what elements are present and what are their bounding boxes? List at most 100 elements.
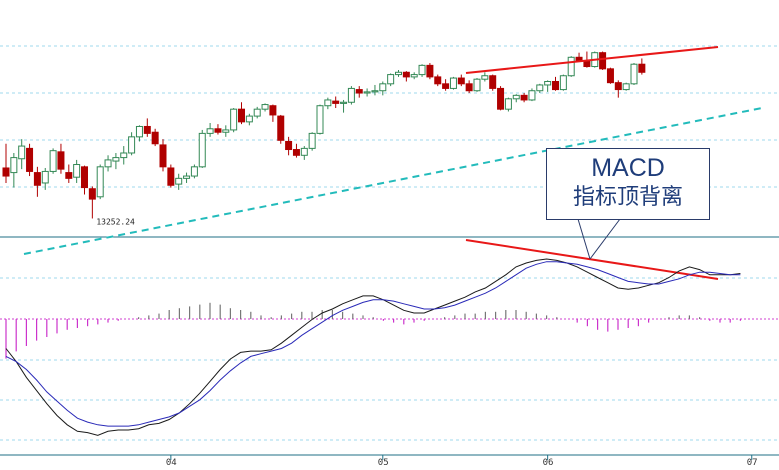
candle-body [347,87,355,103]
candle-body [73,164,81,178]
candle-body [512,94,520,100]
candle-body [49,150,57,172]
candle-body [324,99,332,107]
candle-body [151,131,159,145]
candle-body [622,83,630,91]
callout-pointer [577,218,591,260]
candle-body [638,63,646,73]
x-axis-ticks: 04 05 06 07 [166,455,758,468]
candle-body [238,108,245,123]
candle-body [489,75,497,89]
candle-body [363,91,371,94]
candle-body [544,81,552,86]
price-support-line [23,107,763,255]
candle-body [340,101,348,104]
candle-body [128,136,136,154]
callout-pointer [589,218,621,260]
candle-body [18,145,26,160]
candle-body [159,144,167,168]
candle-body [371,90,379,93]
grid-lines [0,45,779,456]
candle-body [214,128,222,133]
candle-body [285,140,293,151]
candle-body [355,89,363,94]
candle-body [245,115,253,123]
candle-body [253,108,261,117]
candle-body [332,100,340,104]
candle-body [143,125,151,134]
candle-body [300,147,308,156]
candle-body [10,157,18,174]
candle-body [135,125,143,138]
x-tick-label: 06 [543,458,554,468]
candle-body [277,115,285,141]
candle-body [230,108,238,131]
candle-body [261,104,269,110]
x-tick-label: 04 [166,458,177,468]
candle-body [395,71,402,76]
candle-body [33,172,41,186]
candle-body [520,94,528,101]
candle-body [528,90,536,101]
dea-line [5,261,741,427]
candle-body [442,83,450,89]
candle-body [96,166,104,198]
candle-body [552,81,559,91]
candle-body [567,56,575,77]
candle-body [175,177,183,185]
macd-divergence-line [465,239,719,280]
candle-body [2,167,10,177]
candle-body [41,170,49,184]
candle-body [206,128,214,134]
candle-body [457,77,465,85]
macd-lines [5,258,741,436]
candle-body [65,172,73,179]
candle-body [434,76,442,85]
candle-body [559,75,567,91]
callout-subtitle: 指标顶背离 [572,185,683,210]
candle-body [26,147,34,172]
candle-body [614,82,622,91]
candle-body [599,52,607,70]
candle-body [481,75,489,80]
candle-body [57,151,65,170]
candle-body [497,87,505,110]
candle-body [630,63,638,85]
price-resistance-line [465,46,719,74]
low-price-label: 13252.24 [96,217,135,226]
candle-body [379,83,387,92]
candle-body [418,64,426,76]
candle-body [465,83,473,92]
candle-body [606,68,614,84]
macd-divergence-callout: MACD 指标顶背离 [546,148,710,220]
candle-body [269,105,277,116]
candle-body [167,167,175,186]
candle-body [387,74,395,85]
x-tick-label: 07 [747,458,758,468]
x-tick-label: 05 [378,458,389,468]
candle-body [112,157,120,162]
candle-body [104,159,112,168]
callout-title: MACD [591,154,665,182]
dif-line [5,258,741,436]
candle-body [292,149,300,156]
candle-body [316,105,324,134]
candle-body [198,132,206,168]
candle-body [183,175,191,179]
candle-body [88,188,96,200]
candle-body [536,84,544,92]
candle-body [449,77,457,89]
candle-body [402,71,410,78]
candle-body [504,98,512,110]
candle-body [473,78,481,92]
macd-histogram [5,302,742,359]
candle-body [222,129,230,133]
candlestick-series [2,51,646,219]
candle-body [81,166,88,189]
candle-body [190,166,198,177]
candle-body [120,152,128,159]
candle-body [308,132,316,149]
candle-body [410,74,418,78]
candle-body [426,64,434,78]
